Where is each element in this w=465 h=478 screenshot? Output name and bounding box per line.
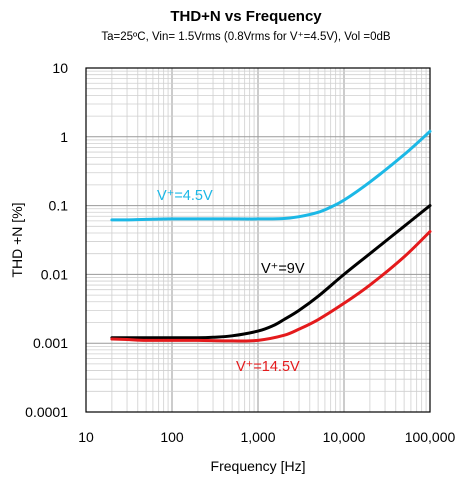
x-tick-label: 100,000 <box>405 429 456 445</box>
y-tick-label: 0.01 <box>41 266 68 282</box>
series-lines <box>110 129 432 343</box>
plot-grid <box>86 68 430 412</box>
y-tick-label: 0.001 <box>33 335 68 351</box>
x-tick-label: 1,000 <box>240 429 275 445</box>
annotation-4-5v: V⁺=4.5V <box>157 188 213 204</box>
chart-subtitle: Ta=25ºC, Vin= 1.5Vrms (0.8Vrms for V⁺=4.… <box>101 31 391 43</box>
series-annotations: V⁺=4.5V V⁺=9V V⁺=14.5V <box>157 188 305 375</box>
x-tick-label: 10,000 <box>323 429 366 445</box>
plot-area-border <box>85 67 431 413</box>
y-tick-label: 1 <box>60 129 68 145</box>
series-line-14-5v <box>110 230 432 343</box>
x-tick-label: 100 <box>160 429 184 445</box>
chart-title: THD+N vs Frequency <box>170 8 322 25</box>
series-line-4-5v <box>110 129 432 222</box>
y-tick-label: 0.0001 <box>25 404 68 420</box>
y-axis-ticks: 10 1 0.1 0.01 0.001 0.0001 <box>25 60 68 420</box>
y-tick-label: 10 <box>52 60 68 76</box>
y-tick-label: 0.1 <box>49 198 69 214</box>
annotation-14-5v: V⁺=14.5V <box>236 359 300 375</box>
annotation-9v: V⁺=9V <box>261 261 305 277</box>
y-axis-label: THD +N [%] <box>9 202 25 277</box>
series-line-9v <box>110 204 432 340</box>
x-tick-label: 10 <box>78 429 94 445</box>
x-axis-label: Frequency [Hz] <box>211 458 306 474</box>
x-axis-ticks: 10 100 1,000 10,000 100,000 <box>78 429 455 445</box>
